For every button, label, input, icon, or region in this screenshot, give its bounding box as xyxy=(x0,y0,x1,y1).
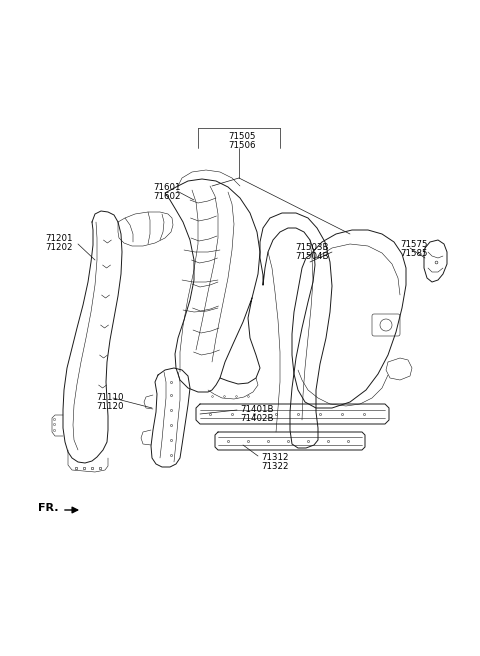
Text: 71110: 71110 xyxy=(96,393,123,402)
Text: 71201: 71201 xyxy=(45,234,72,243)
Text: 71120: 71120 xyxy=(96,402,123,411)
Text: 71401B: 71401B xyxy=(240,405,274,414)
Text: 71585: 71585 xyxy=(400,249,428,258)
Text: 71602: 71602 xyxy=(153,192,180,201)
Text: 71402B: 71402B xyxy=(240,414,274,423)
Text: 71506: 71506 xyxy=(228,141,255,150)
Text: FR.: FR. xyxy=(38,503,59,513)
Text: 71202: 71202 xyxy=(45,243,72,252)
Text: 71504B: 71504B xyxy=(295,252,328,261)
Text: 71312: 71312 xyxy=(261,453,288,462)
Text: 71575: 71575 xyxy=(400,240,428,249)
Text: 71322: 71322 xyxy=(261,462,288,471)
Text: 71505: 71505 xyxy=(228,132,255,141)
Text: 71601: 71601 xyxy=(153,183,180,192)
Text: 71503B: 71503B xyxy=(295,243,328,252)
